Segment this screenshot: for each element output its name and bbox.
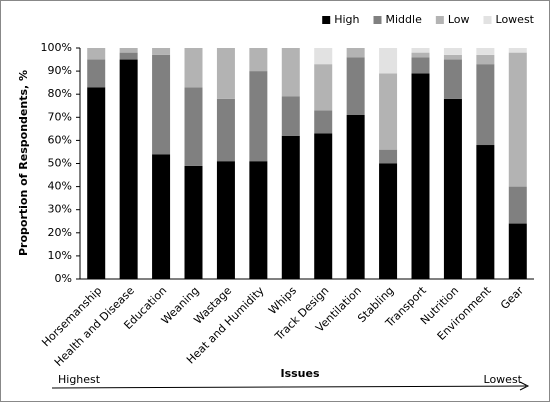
bar-segment — [443, 98, 462, 279]
bar-segment — [314, 64, 333, 111]
bar-segment — [346, 114, 365, 280]
bar-segment — [184, 87, 203, 166]
y-tick-label: 70% — [48, 110, 72, 123]
legend-label: Middle — [386, 13, 423, 26]
bar-segment — [119, 59, 138, 279]
bar-segment — [281, 48, 300, 97]
y-tick-label: 0% — [55, 272, 72, 285]
legend-swatch — [373, 16, 382, 24]
bar-segment — [152, 154, 171, 279]
legend-swatch — [322, 16, 331, 24]
bar-segment — [314, 110, 333, 134]
bar-segment — [379, 48, 398, 74]
y-tick-label: 10% — [48, 249, 72, 262]
bar-segment — [184, 165, 203, 279]
bar-segment — [249, 161, 268, 279]
bar-segment — [508, 223, 527, 279]
legend-label: Lowest — [496, 13, 535, 26]
bar-segment — [87, 87, 106, 280]
y-tick-label: 50% — [48, 157, 72, 170]
bar-segment — [346, 57, 365, 115]
bar-segment — [216, 98, 235, 162]
bar-segment — [216, 161, 235, 279]
bar-segment — [443, 59, 462, 99]
bar-segment — [476, 48, 495, 55]
y-axis-title: Proportion of Respondents, % — [17, 70, 30, 256]
bar-segment — [249, 48, 268, 72]
bar-segment — [184, 48, 203, 88]
legend-label: High — [334, 13, 359, 26]
legend-swatch — [483, 16, 492, 24]
y-tick-label: 40% — [48, 180, 72, 193]
x-axis-title: Issues — [280, 367, 319, 380]
y-tick-label: 90% — [48, 64, 72, 77]
bar-segment — [379, 163, 398, 279]
bar-segment — [508, 48, 527, 53]
arrow-end-label: Lowest — [484, 373, 523, 386]
arrow-line — [51, 385, 527, 389]
bar-segment — [411, 48, 430, 53]
bar-segment — [87, 48, 106, 60]
bar-segment — [411, 57, 430, 74]
bar-segment — [476, 54, 495, 65]
bar-segment — [216, 48, 235, 99]
bar-segment — [443, 48, 462, 55]
bar-segment — [411, 52, 430, 58]
arrow-head — [519, 381, 530, 391]
bar-segment — [346, 48, 365, 58]
bar-segment — [314, 133, 333, 279]
bar-segment — [476, 145, 495, 279]
bar-segment — [152, 54, 171, 155]
y-tick-label: 30% — [48, 203, 72, 216]
legend-swatch — [435, 16, 444, 24]
bar-segment — [119, 52, 138, 60]
y-tick-label: 100% — [41, 41, 72, 54]
bar-segment — [379, 73, 398, 150]
bar-segment — [249, 71, 268, 162]
bar-segment — [119, 48, 138, 53]
bar-segment — [379, 149, 398, 164]
legend-label: Low — [448, 13, 470, 26]
bar-segment — [508, 52, 527, 187]
bar-segment — [443, 54, 462, 60]
bar-segment — [281, 96, 300, 136]
bar-segment — [508, 186, 527, 224]
bar-segment — [314, 48, 333, 65]
bar-segment — [152, 48, 171, 55]
arrow-start-label: Highest — [58, 373, 101, 386]
bar-segment — [281, 135, 300, 279]
bar-segment — [476, 64, 495, 146]
bar-segment — [411, 73, 430, 279]
bar-segment — [87, 59, 106, 88]
y-tick-label: 20% — [48, 226, 72, 239]
y-tick-label: 80% — [48, 87, 72, 100]
y-tick-label: 60% — [48, 133, 72, 146]
